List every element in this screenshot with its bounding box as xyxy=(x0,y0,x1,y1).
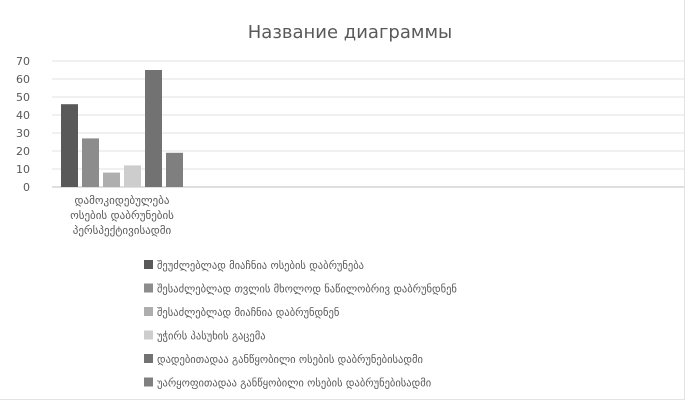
y-tick-label: 70 xyxy=(16,55,30,68)
y-tick-label: 0 xyxy=(23,181,30,194)
bar xyxy=(124,165,141,187)
legend-label: შესაძლებლად თვლის მხოლოდ ნაწილობრივ დაბრ… xyxy=(157,284,457,296)
bar xyxy=(103,172,120,187)
legend-label: დადებითადაა განწყობილი ოსების დაბრუნების… xyxy=(157,354,423,366)
legend-swatch xyxy=(144,354,153,363)
x-axis: დამოკიდებულება ოსების დაბრუნების პერსპექტი… xyxy=(70,194,174,237)
x-category-label: ოსების დაბრუნების xyxy=(70,209,174,222)
legend-label: უარყოფითადაა განწყობილი ოსების დაბრუნები… xyxy=(157,378,431,390)
y-tick-label: 10 xyxy=(16,163,30,176)
x-category-label: პერსპექტივისადმი xyxy=(73,224,172,237)
bar xyxy=(61,104,78,187)
bar xyxy=(82,138,99,187)
y-tick-label: 50 xyxy=(16,91,30,104)
legend-label: შეუძლებლად მიაჩნია ოსების დაბრუნება xyxy=(157,260,364,272)
legend-swatch xyxy=(144,307,153,316)
y-tick-label: 20 xyxy=(16,145,30,158)
x-category-label: დამოკიდებულება xyxy=(75,194,170,207)
bar xyxy=(166,152,183,187)
bar xyxy=(145,70,162,187)
legend: შეუძლებლად მიაჩნია ოსების დაბრუნება შესაძ… xyxy=(144,260,457,390)
legend-label: უჭირს პასუხის გაცემა xyxy=(157,331,266,343)
legend-swatch xyxy=(144,283,153,293)
chart-title: Название диаграммы xyxy=(248,22,453,43)
y-axis-tick-labels: 0 10 20 30 40 50 60 70 xyxy=(16,55,30,194)
y-tick-label: 30 xyxy=(16,127,30,140)
y-tick-label: 40 xyxy=(16,109,30,122)
gridlines xyxy=(52,60,685,188)
bars xyxy=(61,70,183,187)
legend-swatch xyxy=(144,330,153,340)
legend-label: შესაძლებლად მიაჩნია დაბრუნდნენ xyxy=(157,307,339,319)
legend-swatch xyxy=(144,260,153,269)
y-tick-label: 60 xyxy=(16,73,30,86)
legend-swatch xyxy=(144,377,153,387)
